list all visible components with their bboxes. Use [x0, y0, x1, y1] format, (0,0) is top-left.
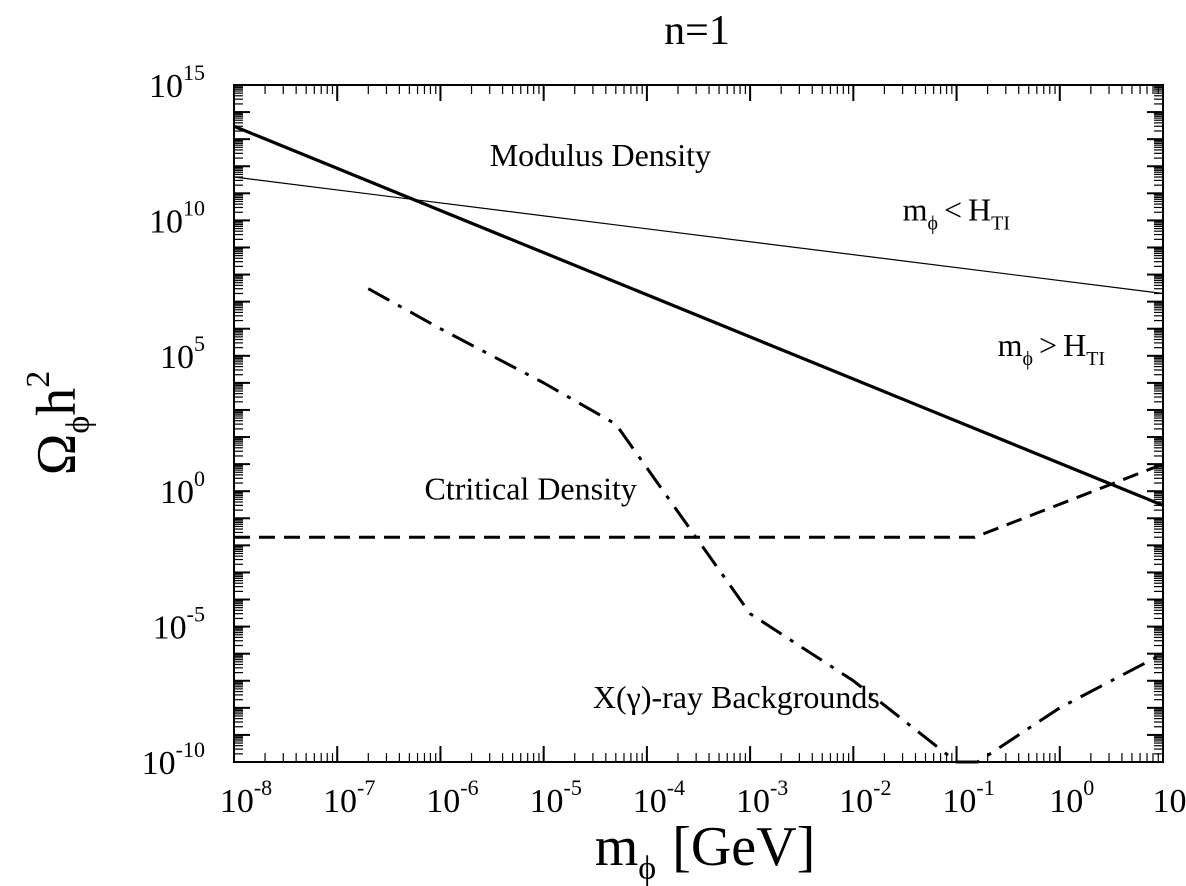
annotation-op: <: [944, 191, 962, 227]
y-tick-label: 10-5: [153, 602, 205, 647]
y-tick-base: 10: [142, 745, 176, 782]
annotation-m: m: [998, 327, 1023, 363]
annotation-lt: mϕ < HTI: [903, 191, 1010, 234]
y-tick-label: 105: [160, 331, 205, 376]
annotation-H: H: [1063, 327, 1086, 363]
y-tick-label: 1010: [149, 195, 205, 240]
x-tick-base: 10: [633, 783, 667, 820]
y-tick-base: 10: [160, 474, 194, 511]
x-tick-base: 10: [220, 783, 254, 820]
annotation-op: >: [1039, 327, 1057, 363]
x-tick-exp: -7: [357, 775, 375, 800]
y-tick-base: 10: [153, 610, 187, 647]
x-tick-exp: -3: [770, 775, 788, 800]
y-tick-base: 10: [149, 203, 183, 240]
x-tick-label: 10-2: [839, 775, 891, 820]
x-tick-exp: -1: [976, 775, 994, 800]
plot-frame: [233, 84, 1164, 763]
x-tick-exp: -5: [564, 775, 582, 800]
x-tick-label: 10-8: [220, 775, 272, 820]
major-ticks: [233, 84, 1164, 763]
annotation-H-sub: TI: [991, 212, 1010, 234]
x-tick-exp: 0: [1083, 775, 1094, 800]
y-axis-label-sub: ϕ: [60, 416, 97, 434]
x-tick-exp: -6: [460, 775, 478, 800]
y-tick-label: 1015: [149, 60, 205, 105]
annotation-modulus: Modulus Density: [490, 137, 711, 173]
x-tick-label: 10-6: [426, 775, 478, 820]
x-axis-label-main: m: [595, 816, 639, 878]
x-tick-label: 10-7: [323, 775, 375, 820]
x-tick-base: 10: [530, 783, 564, 820]
y-axis-label-h: h: [26, 388, 88, 416]
annotation-gt: mϕ > HTI: [998, 327, 1105, 370]
y-tick-label: 100: [160, 466, 205, 511]
y-tick-base: 10: [160, 339, 194, 376]
annotation-H-sub: TI: [1086, 348, 1105, 370]
x-axis-label: mϕ [GeV]: [595, 816, 816, 886]
chart-title: n=1: [664, 8, 730, 54]
series-group: [233, 124, 1164, 764]
series-line-thick-solid: [233, 124, 1164, 507]
annotation-critical: Ctritical Density: [424, 470, 636, 506]
y-tick-exp: 5: [194, 331, 205, 356]
series-line-dash-dot: [367, 287, 1164, 764]
y-tick-exp: 0: [194, 466, 205, 491]
annotation-m-sub: ϕ: [1023, 348, 1034, 370]
x-tick-base: 10: [942, 783, 976, 820]
x-tick-exp: -2: [873, 775, 891, 800]
y-tick-exp: -5: [187, 602, 205, 627]
y-axis-label: Ωϕh2: [20, 371, 97, 476]
annotation-m: m: [903, 191, 928, 227]
y-tick-base: 10: [149, 68, 183, 105]
series-line-thin-solid: [233, 176, 1164, 295]
x-tick-label: 10-5: [530, 775, 582, 820]
minor-ticks: [234, 85, 1163, 762]
x-tick-base: 10: [1153, 783, 1186, 820]
annotation-xray: X(γ)-ray Backgrounds: [593, 679, 880, 715]
x-tick-base: 10: [323, 783, 357, 820]
x-tick-base: 10: [1049, 783, 1083, 820]
y-tick-exp: -10: [176, 737, 205, 762]
x-tick-exp: -8: [254, 775, 272, 800]
x-tick-base: 10: [736, 783, 770, 820]
annotation-m-sub: ϕ: [927, 212, 938, 234]
x-tick-base: 10: [426, 783, 460, 820]
y-tick-exp: 15: [183, 60, 205, 85]
y-tick-label: 10-10: [142, 737, 205, 782]
x-axis-label-unit: [GeV]: [672, 816, 815, 878]
x-tick-label: 10-1: [942, 775, 994, 820]
x-tick-label: 101: [1153, 775, 1186, 820]
y-tick-exp: 10: [183, 195, 205, 220]
x-tick-base: 10: [839, 783, 873, 820]
x-tick-label: 100: [1049, 775, 1094, 820]
x-axis-label-sub: ϕ: [638, 850, 656, 886]
y-axis-label-main: Ω: [26, 434, 88, 476]
x-tick-exp: -4: [667, 775, 685, 800]
x-tick-label: 10-3: [736, 775, 788, 820]
x-tick-label: 10-4: [633, 775, 685, 820]
y-axis-label-sup: 2: [20, 371, 57, 388]
annotation-H: H: [968, 191, 991, 227]
series-line-dashed: [234, 462, 1164, 539]
